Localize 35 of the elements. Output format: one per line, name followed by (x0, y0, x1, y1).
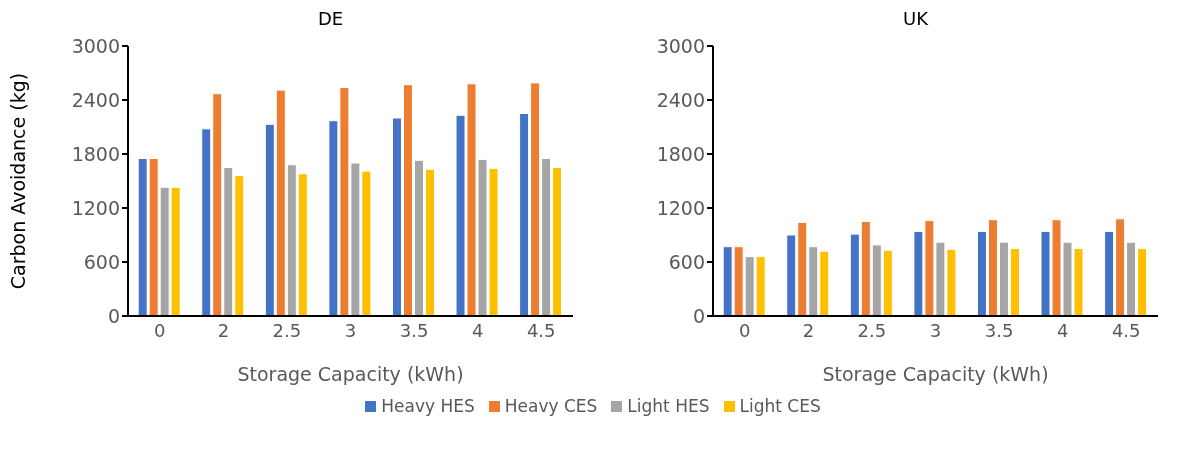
y-tick-label: 2400 (71, 88, 120, 111)
x-tick-label: 4.5 (526, 319, 556, 341)
y-tick-label: 1800 (656, 142, 705, 165)
legend-label: Heavy CES (503, 396, 598, 416)
y-axis-title: Carbon Avoidance (kg) (6, 72, 29, 290)
x-tick-label: 2 (217, 319, 230, 341)
x-tick-label: 2 (802, 319, 815, 341)
x-tick-label: 2.5 (272, 319, 302, 341)
legend-label: Heavy HES (380, 396, 475, 416)
y-tick-label: 600 (83, 250, 120, 273)
legend-label: Light CES (738, 396, 821, 416)
y-tick-label: 3000 (656, 34, 705, 57)
chart-title: DE (316, 8, 345, 31)
y-tick-label: 3000 (71, 34, 120, 57)
x-tick-label: 3 (344, 319, 357, 341)
x-tick-label: 4 (1056, 319, 1069, 341)
y-tick-label: 1200 (656, 196, 705, 219)
y-tick-label: 0 (107, 304, 120, 327)
y-tick-label: 1800 (71, 142, 120, 165)
y-tick-label: 0 (692, 304, 705, 327)
x-tick-label: 3.5 (399, 319, 429, 341)
x-tick-label: 4.5 (1111, 319, 1141, 341)
y-tick-label: 1200 (71, 196, 120, 219)
x-tick-label: 4 (471, 319, 484, 341)
x-tick-label: 0 (739, 319, 751, 341)
chart-title: UK (902, 8, 929, 31)
x-axis-title: Storage Capacity (kWh) (237, 363, 464, 385)
y-tick-label: 2400 (656, 88, 705, 111)
y-tick-label: 600 (668, 250, 705, 273)
x-tick-label: 3.5 (984, 319, 1014, 341)
x-tick-label: 2.5 (857, 319, 887, 341)
x-tick-label: 3 (929, 319, 942, 341)
x-tick-label: 0 (154, 319, 166, 341)
x-axis-title: Storage Capacity (kWh) (822, 363, 1049, 385)
legend-label: Light HES (626, 396, 710, 416)
